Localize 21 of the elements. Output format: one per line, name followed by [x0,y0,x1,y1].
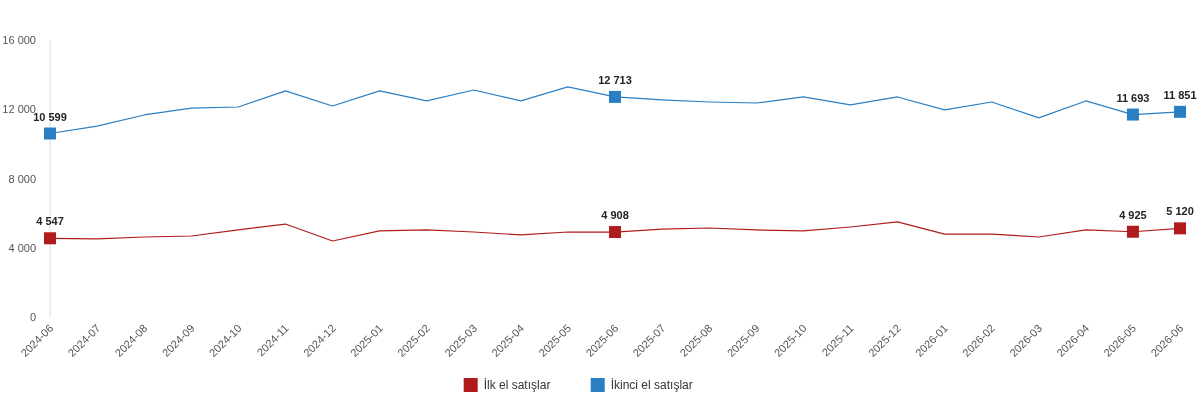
point [1126,108,1139,121]
legend-label: İlk el satışlar [483,378,551,392]
data-label: 11 693 [1116,91,1150,104]
point [44,127,56,140]
data-label: 5 120 [1166,205,1194,218]
legend-label: İkinci el satışlar [610,378,693,392]
data-label: 4 925 [1119,208,1147,221]
point [1126,225,1139,238]
y-tick-label: 4 000 [8,241,36,254]
point [1174,222,1186,235]
data-label: 12 713 [598,73,632,86]
point [1174,105,1186,118]
point [609,90,621,103]
point [609,226,621,239]
point [44,232,56,245]
data-label: 4 547 [36,215,64,228]
data-label: 11 851 [1163,88,1197,101]
y-tick-label: 16 000 [2,34,36,46]
data-label: 4 908 [601,209,629,222]
y-tick-label: 0 [29,311,36,323]
y-tick-label: 8 000 [8,172,36,185]
